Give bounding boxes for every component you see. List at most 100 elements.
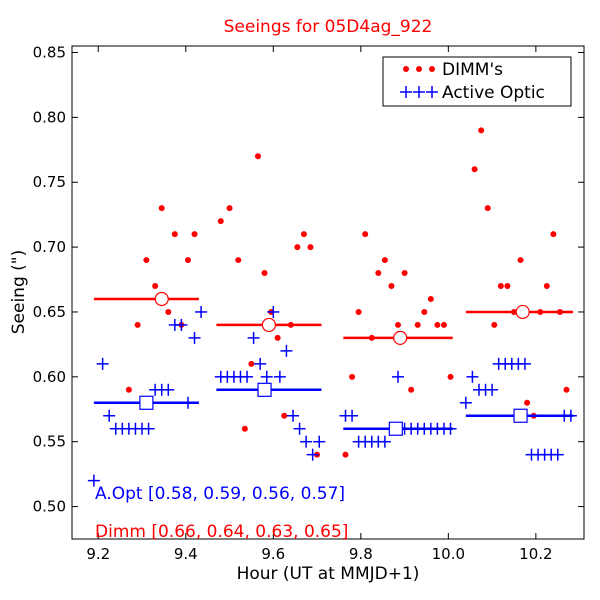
aopt-point-11: [162, 383, 175, 396]
dimm-point-42: [471, 166, 478, 173]
dimm-point-13: [241, 425, 248, 432]
aopt-point-21: [241, 370, 254, 383]
legend-dimm-marker: [403, 66, 435, 72]
dimm-point-19: [281, 412, 288, 419]
dimm-point-25: [342, 451, 349, 458]
dimm-point-10: [217, 218, 224, 225]
x-tick-label-0: 9.2: [86, 545, 110, 563]
axis-ticks: 9.2 9.4 9.6 9.8 10.0 10.2 0.50 0.55 0.60 0.65 0.70…: [33, 43, 584, 563]
dimm-point-45: [491, 321, 498, 328]
dimm-point-5: [165, 308, 172, 315]
plot-area: [87, 127, 577, 487]
aopt-point-29: [293, 422, 306, 435]
legend-box: [382, 56, 572, 107]
dimm-point-21: [294, 244, 301, 251]
dimm-point-6: [171, 231, 178, 238]
aopt-point-22: [247, 331, 260, 344]
dimm-point-26: [349, 373, 356, 380]
dimm-point-0: [125, 386, 132, 393]
dimm-point-33: [395, 321, 402, 328]
aopt-point-51: [466, 370, 479, 383]
aopt-summary-annotation: A.Opt [0.58, 0.59, 0.56, 0.57]: [95, 484, 345, 504]
aopt-point-23: [254, 357, 267, 370]
legend-dimm-label: DIMM's: [442, 60, 503, 80]
dimm-point-15: [254, 153, 261, 160]
aopt-point-34: [346, 409, 359, 422]
aopt-point-39: [378, 435, 391, 448]
aopt-point-15: [188, 331, 201, 344]
dimm-point-47: [504, 283, 511, 290]
aopt-point-13: [175, 318, 188, 331]
y-tick-label-3: 0.65: [33, 303, 66, 321]
aopt-point-1: [96, 357, 109, 370]
aopt-point-25: [267, 305, 280, 318]
aopt-point-41: [392, 370, 405, 383]
dimm-point-53: [543, 283, 550, 290]
aopt-point-27: [280, 344, 293, 357]
y-tick-label-5: 0.75: [33, 173, 66, 191]
dimm-point-38: [427, 295, 434, 302]
dimm-median-marker-3: [515, 304, 530, 320]
aopt-point-24: [260, 370, 273, 383]
dimm-point-39: [434, 321, 441, 328]
aopt-point-32: [313, 435, 326, 448]
dimm-point-1: [134, 321, 141, 328]
legend: DIMM's Active Optic: [382, 56, 572, 107]
y-tick-label-6: 0.80: [33, 108, 66, 126]
plot-frame: [71, 45, 585, 540]
aopt-median-marker-1: [257, 382, 272, 397]
dimm-point-12: [235, 257, 242, 264]
dimm-point-46: [497, 283, 504, 290]
aopt-point-30: [300, 435, 313, 448]
aopt-point-54: [486, 383, 499, 396]
dimm-point-9: [191, 231, 198, 238]
y-axis-label: Seeing ("): [9, 250, 29, 335]
dimm-point-30: [375, 270, 382, 277]
x-tick-label-2: 9.6: [261, 545, 285, 563]
dimm-median-marker-1: [261, 317, 277, 333]
aopt-median-marker-3: [513, 408, 528, 423]
dimm-point-22: [300, 231, 307, 238]
dimm-point-44: [484, 205, 491, 212]
aopt-point-16: [195, 305, 208, 318]
dimm-point-3: [152, 283, 159, 290]
aopt-point-2: [103, 409, 116, 422]
dimm-point-31: [381, 257, 388, 264]
dimm-point-40: [440, 321, 447, 328]
x-tick-label-1: 9.4: [174, 545, 198, 563]
dimm-point-49: [517, 257, 524, 264]
dimm-summary-annotation: Dimm [0.66, 0.64, 0.63, 0.65]: [95, 522, 348, 542]
dimm-point-54: [550, 231, 557, 238]
aopt-point-31: [306, 448, 319, 461]
y-tick-label-7: 0.85: [33, 43, 66, 61]
dimm-point-4: [158, 205, 165, 212]
legend-aopt-marker: [400, 86, 438, 98]
dimm-point-11: [226, 205, 233, 212]
aopt-point-8: [142, 422, 155, 435]
dimm-point-37: [421, 308, 428, 315]
y-tick-label-0: 0.50: [33, 498, 66, 516]
dimm-point-32: [388, 283, 395, 290]
y-tick-label-1: 0.55: [33, 433, 66, 451]
dimm-point-18: [274, 334, 281, 341]
dimm-point-56: [563, 386, 570, 393]
legend-aopt-label: Active Optic: [442, 83, 545, 103]
dimm-median-marker-2: [393, 330, 408, 346]
aopt-median-marker-0: [139, 395, 154, 410]
aopt-point-50: [459, 396, 472, 409]
dimm-point-34: [401, 270, 408, 277]
aopt-point-64: [551, 448, 564, 461]
y-tick-label-2: 0.60: [33, 368, 66, 386]
dimm-point-50: [524, 399, 531, 406]
dimm-point-28: [362, 231, 369, 238]
dimm-point-35: [408, 386, 415, 393]
dimm-point-8: [184, 257, 191, 264]
dimm-point-36: [414, 321, 421, 328]
aopt-point-59: [518, 357, 531, 370]
aopt-point-0: [87, 474, 100, 487]
aopt-median-marker-2: [388, 421, 403, 436]
dimm-point-2: [143, 257, 150, 264]
dimm-point-16: [261, 270, 268, 277]
x-tick-label-4: 10.0: [432, 545, 465, 563]
